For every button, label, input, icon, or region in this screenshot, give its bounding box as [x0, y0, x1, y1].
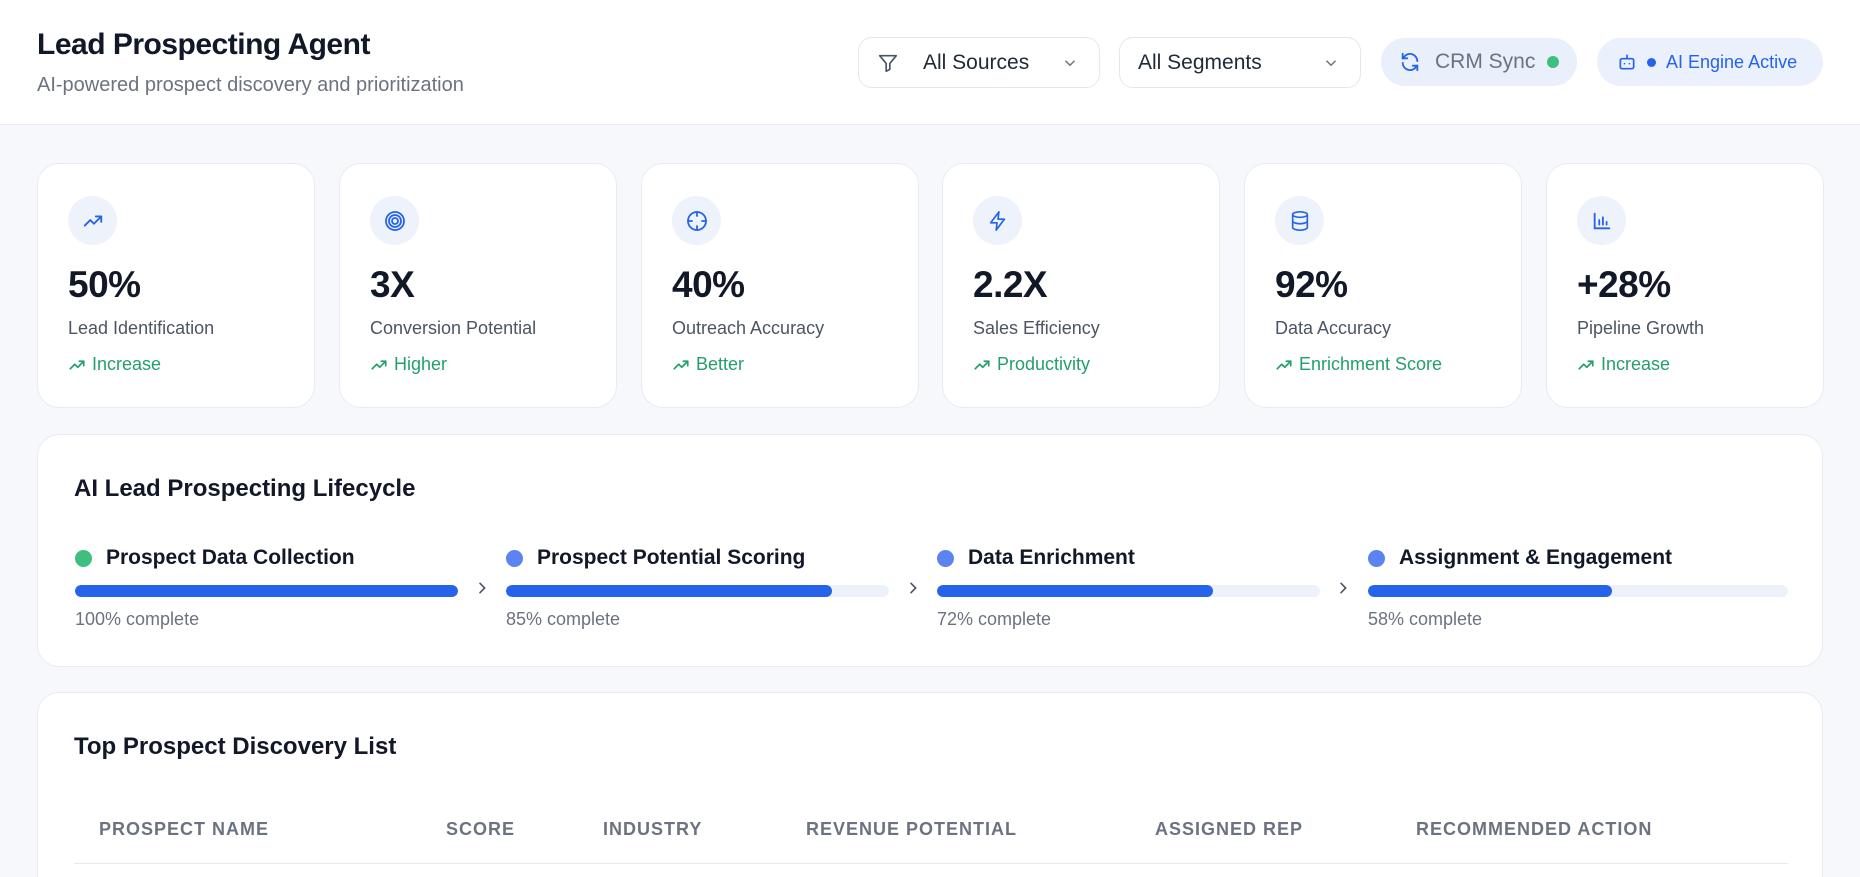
- kpi-label: Sales Efficiency: [973, 318, 1100, 338]
- segments-filter-dropdown[interactable]: All Segments: [1119, 37, 1361, 88]
- bar-chart-icon: [1577, 196, 1626, 245]
- target-icon: [370, 196, 419, 245]
- kpi-value: 92%: [1275, 264, 1348, 305]
- stage-status-dot: [506, 549, 523, 567]
- kpi-trend: Better: [672, 354, 744, 375]
- chevron-right-icon: [1340, 582, 1347, 594]
- page-subtitle: AI-powered prospect discovery and priori…: [37, 74, 464, 96]
- kpi-trend: Productivity: [973, 354, 1090, 375]
- kpi-value: 50%: [68, 264, 141, 305]
- crm-sync-label: CRM Sync: [1435, 50, 1536, 73]
- trending-up-icon: [974, 359, 990, 370]
- kpi-value: +28%: [1577, 264, 1671, 305]
- lifecycle-stage: Prospect Potential Scoring 85% complete: [506, 545, 889, 630]
- kpi-trend: Higher: [370, 354, 447, 375]
- kpi-trend-label: Better: [696, 354, 745, 374]
- stage-progress-fill: [937, 585, 1213, 597]
- database-icon: [1275, 196, 1324, 245]
- column-header-score[interactable]: SCORE: [446, 819, 516, 839]
- lifecycle-stage: Prospect Data Collection 100% complete: [75, 545, 458, 630]
- column-header-assigned-rep[interactable]: ASSIGNED REP: [1155, 819, 1304, 839]
- crm-sync-button[interactable]: CRM Sync: [1381, 38, 1577, 86]
- kpi-trend-label: Productivity: [997, 354, 1091, 374]
- kpi-label: Lead Identification: [68, 318, 215, 338]
- lifecycle-panel: AI Lead Prospecting Lifecycle Prospect D…: [37, 434, 1823, 667]
- ai-engine-label: AI Engine Active: [1666, 51, 1798, 72]
- kpi-trend-label: Increase: [92, 354, 162, 374]
- kpi-card: 3X Conversion Potential Higher: [339, 163, 617, 408]
- kpi-card: +28% Pipeline Growth Increase: [1546, 163, 1824, 408]
- stage-progress-track: [1368, 585, 1788, 597]
- stage-status-dot: [937, 549, 954, 567]
- stage-complete-text: 85% complete: [506, 609, 621, 629]
- kpi-trend-label: Enrichment Score: [1299, 354, 1443, 374]
- lifecycle-stage: Assignment & Engagement 58% complete: [1368, 545, 1788, 630]
- crosshair-icon: [672, 196, 721, 245]
- bot-icon: [1619, 54, 1635, 70]
- segments-filter-label: All Segments: [1138, 50, 1262, 74]
- filter-icon: [878, 54, 898, 72]
- column-header-industry[interactable]: INDUSTRY: [603, 819, 703, 839]
- kpi-trend-label: Higher: [394, 354, 448, 374]
- table-header-divider: [74, 863, 1788, 864]
- stage-progress-fill: [506, 585, 832, 597]
- stage-progress-track: [506, 585, 889, 597]
- column-header-prospect-name[interactable]: PROSPECT NAME: [99, 819, 270, 839]
- prospect-table-panel: Top Prospect Discovery List PROSPECT NAM…: [37, 692, 1823, 877]
- stage-progress-fill: [1368, 585, 1612, 597]
- kpi-trend: Increase: [68, 354, 161, 375]
- stage-name: Assignment & Engagement: [1399, 546, 1673, 569]
- sync-status-dot: [1547, 56, 1560, 68]
- kpi-label: Conversion Potential: [370, 318, 537, 338]
- sources-filter-dropdown[interactable]: All Sources: [858, 37, 1100, 88]
- page-title: Lead Prospecting Agent: [37, 28, 370, 61]
- stage-progress-fill: [75, 585, 458, 597]
- column-header-recommended-action[interactable]: RECOMMENDED ACTION: [1416, 819, 1653, 839]
- kpi-card: 2.2X Sales Efficiency Productivity: [942, 163, 1220, 408]
- kpi-value: 3X: [370, 264, 415, 305]
- kpi-label: Data Accuracy: [1275, 318, 1392, 338]
- stage-progress-track: [937, 585, 1320, 597]
- ai-engine-status-badge: AI Engine Active: [1597, 38, 1823, 86]
- stage-name: Data Enrichment: [968, 546, 1135, 569]
- kpi-trend: Increase: [1577, 354, 1670, 375]
- kpi-value: 40%: [672, 264, 745, 305]
- sources-filter-label: All Sources: [923, 50, 1030, 74]
- trending-up-icon: [1578, 359, 1594, 370]
- ai-status-dot: [1647, 57, 1656, 67]
- trending-up-icon: [1276, 359, 1292, 370]
- chevron-right-icon: [479, 582, 486, 594]
- trending-up-icon: [673, 359, 689, 370]
- stage-status-dot: [75, 549, 92, 567]
- stage-name: Prospect Potential Scoring: [537, 546, 806, 569]
- column-header-revenue-potential[interactable]: REVENUE POTENTIAL: [806, 819, 1018, 839]
- chevron-down-icon: [1064, 59, 1076, 66]
- stage-name: Prospect Data Collection: [106, 546, 355, 569]
- page-header: Lead Prospecting Agent AI-powered prospe…: [0, 0, 1860, 125]
- kpi-value: 2.2X: [973, 264, 1048, 305]
- prospect-table-title: Top Prospect Discovery List: [74, 733, 397, 760]
- stage-progress-track: [75, 585, 458, 597]
- stage-status-dot: [1368, 549, 1385, 567]
- kpi-card: 50% Lead Identification Increase: [37, 163, 315, 408]
- kpi-trend-label: Increase: [1601, 354, 1671, 374]
- stage-complete-text: 58% complete: [1368, 609, 1483, 629]
- kpi-card: 92% Data Accuracy Enrichment Score: [1244, 163, 1522, 408]
- stage-complete-text: 100% complete: [75, 609, 200, 629]
- lifecycle-title: AI Lead Prospecting Lifecycle: [74, 475, 416, 502]
- lifecycle-stage: Data Enrichment 72% complete: [937, 545, 1320, 630]
- stage-complete-text: 72% complete: [937, 609, 1052, 629]
- kpi-trend: Enrichment Score: [1275, 354, 1442, 375]
- trending-up-icon: [69, 359, 85, 370]
- refresh-icon: [1401, 52, 1419, 72]
- trending-up-icon: [68, 196, 117, 245]
- kpi-card: 40% Outreach Accuracy Better: [641, 163, 919, 408]
- kpi-label: Pipeline Growth: [1577, 318, 1705, 338]
- chevron-right-icon: [910, 582, 917, 594]
- chevron-down-icon: [1325, 59, 1337, 66]
- trending-up-icon: [371, 359, 387, 370]
- kpi-label: Outreach Accuracy: [672, 318, 825, 338]
- zap-icon: [973, 196, 1022, 245]
